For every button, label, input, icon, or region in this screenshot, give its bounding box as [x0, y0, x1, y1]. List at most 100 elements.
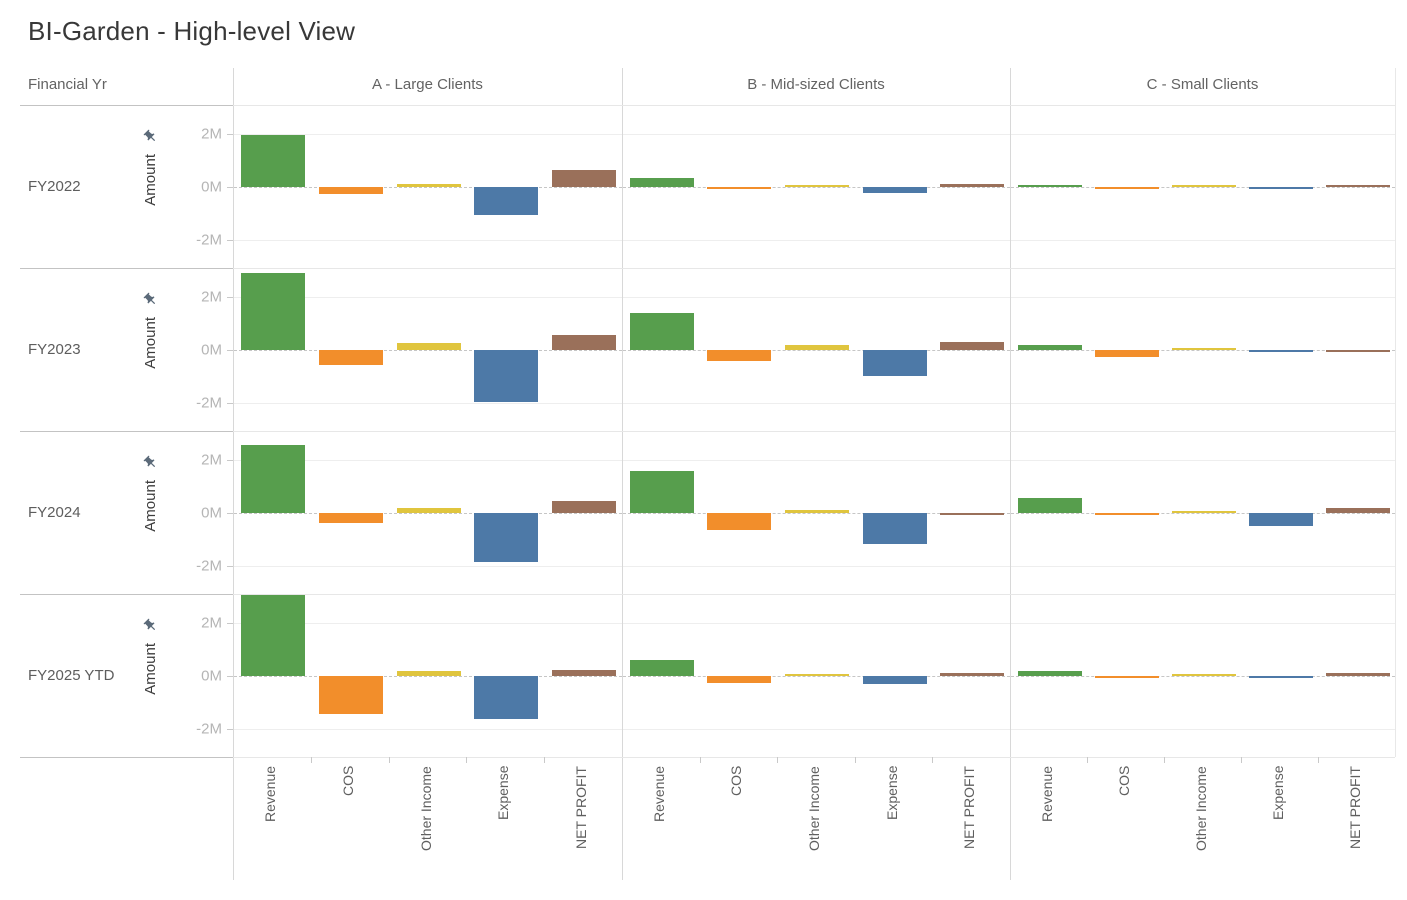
gridline	[1011, 729, 1395, 730]
bar-net-profit[interactable]	[940, 183, 1005, 187]
gridline	[623, 623, 1010, 624]
bar-other-income[interactable]	[785, 509, 849, 513]
bar-net-profit[interactable]	[940, 672, 1005, 676]
x-axis-tick	[1164, 757, 1165, 763]
gridline	[234, 297, 622, 298]
bar-revenue[interactable]	[240, 445, 305, 513]
bar-revenue[interactable]	[629, 312, 694, 350]
y-axis-tick	[227, 513, 233, 514]
bar-cos[interactable]	[707, 676, 772, 683]
y-axis-tick-label: -2M	[196, 557, 222, 575]
zero-baseline	[1011, 676, 1395, 677]
pin-icon[interactable]	[143, 455, 158, 475]
bar-net-profit[interactable]	[552, 169, 617, 187]
bar-revenue[interactable]	[240, 135, 305, 187]
bar-revenue[interactable]	[240, 595, 305, 676]
bar-revenue[interactable]	[1017, 344, 1082, 350]
bar-net-profit[interactable]	[940, 342, 1005, 350]
zero-baseline	[234, 513, 622, 514]
y-axis-tick	[227, 187, 233, 188]
bar-revenue[interactable]	[1017, 670, 1082, 676]
bar-other-income[interactable]	[785, 185, 849, 187]
bar-revenue[interactable]	[240, 273, 305, 350]
bar-expense[interactable]	[1248, 676, 1313, 678]
bar-cos[interactable]	[707, 350, 772, 362]
gridline	[623, 729, 1010, 730]
zero-baseline	[1011, 187, 1395, 188]
bar-expense[interactable]	[1248, 350, 1313, 352]
y-axis-tick-label: 0M	[201, 341, 222, 359]
bar-cos[interactable]	[1094, 187, 1159, 189]
y-axis-tick-label: -2M	[196, 394, 222, 412]
bar-cos[interactable]	[1094, 513, 1159, 515]
bar-expense[interactable]	[474, 187, 539, 215]
bar-expense[interactable]	[862, 350, 927, 376]
bar-other-income[interactable]	[1171, 348, 1236, 350]
zero-baseline	[234, 350, 622, 351]
bar-other-income[interactable]	[1171, 511, 1236, 513]
bar-cos[interactable]	[318, 350, 383, 366]
bar-revenue[interactable]	[629, 660, 694, 676]
x-axis-label-other-income: Other Income	[1192, 766, 1209, 851]
chart-panel	[623, 595, 1010, 758]
chart-panel	[623, 432, 1010, 595]
bar-expense[interactable]	[474, 350, 539, 402]
bar-expense[interactable]	[474, 676, 539, 719]
bar-other-income[interactable]	[1171, 185, 1236, 187]
bar-cos[interactable]	[707, 513, 772, 530]
y-axis-title: Amount	[141, 317, 159, 369]
bar-net-profit[interactable]	[1325, 508, 1390, 513]
y-axis-tick-label: 0M	[201, 178, 222, 196]
row-separator-label-column	[20, 757, 233, 758]
y-axis-tick	[227, 240, 233, 241]
bar-net-profit[interactable]	[940, 513, 1005, 515]
gridline	[1011, 566, 1395, 567]
x-axis-label-revenue: Revenue	[650, 766, 667, 823]
bar-other-income[interactable]	[1171, 674, 1236, 676]
bar-net-profit[interactable]	[1325, 672, 1390, 676]
bar-revenue[interactable]	[1017, 497, 1082, 513]
bar-revenue[interactable]	[629, 471, 694, 513]
bar-other-income[interactable]	[785, 674, 849, 676]
x-axis-label-other-income: Other Income	[806, 766, 822, 851]
panel-divider	[622, 68, 623, 880]
bar-other-income[interactable]	[396, 508, 461, 513]
pin-icon[interactable]	[143, 129, 158, 149]
bar-expense[interactable]	[862, 513, 927, 545]
bar-expense[interactable]	[474, 513, 539, 563]
bar-revenue[interactable]	[1017, 185, 1082, 187]
bar-other-income[interactable]	[396, 342, 461, 350]
gridline	[234, 134, 622, 135]
bar-other-income[interactable]	[396, 183, 461, 187]
gridline	[623, 403, 1010, 404]
bar-net-profit[interactable]	[1325, 350, 1390, 352]
row-separator	[233, 268, 1395, 269]
bar-expense[interactable]	[862, 187, 927, 193]
bar-other-income[interactable]	[785, 345, 849, 350]
x-axis-label-expense: Expense	[495, 766, 512, 821]
y-axis-tick-label: -2M	[196, 720, 222, 738]
bar-other-income[interactable]	[396, 670, 461, 676]
bar-expense[interactable]	[1248, 187, 1313, 189]
bar-expense[interactable]	[862, 676, 927, 685]
panel-divider	[1395, 68, 1396, 757]
bar-net-profit[interactable]	[552, 501, 617, 513]
bar-net-profit[interactable]	[1325, 185, 1390, 187]
bar-cos[interactable]	[318, 187, 383, 194]
pin-icon[interactable]	[143, 292, 158, 312]
x-axis-label-net-profit: NET PROFIT	[573, 766, 590, 849]
x-axis-label-net-profit: NET PROFIT	[1346, 766, 1363, 849]
bar-net-profit[interactable]	[552, 670, 617, 676]
bar-expense[interactable]	[1248, 513, 1313, 526]
bar-cos[interactable]	[707, 187, 772, 189]
bar-cos[interactable]	[318, 513, 383, 524]
bar-cos[interactable]	[1094, 676, 1159, 678]
pin-icon[interactable]	[143, 618, 158, 638]
bar-revenue[interactable]	[629, 178, 694, 187]
row-separator	[233, 757, 1395, 758]
bar-cos[interactable]	[318, 676, 383, 714]
zero-baseline	[623, 513, 1010, 514]
bar-cos[interactable]	[1094, 350, 1159, 357]
bar-net-profit[interactable]	[552, 334, 617, 350]
row-dimension-header: Financial Yr	[28, 76, 107, 93]
